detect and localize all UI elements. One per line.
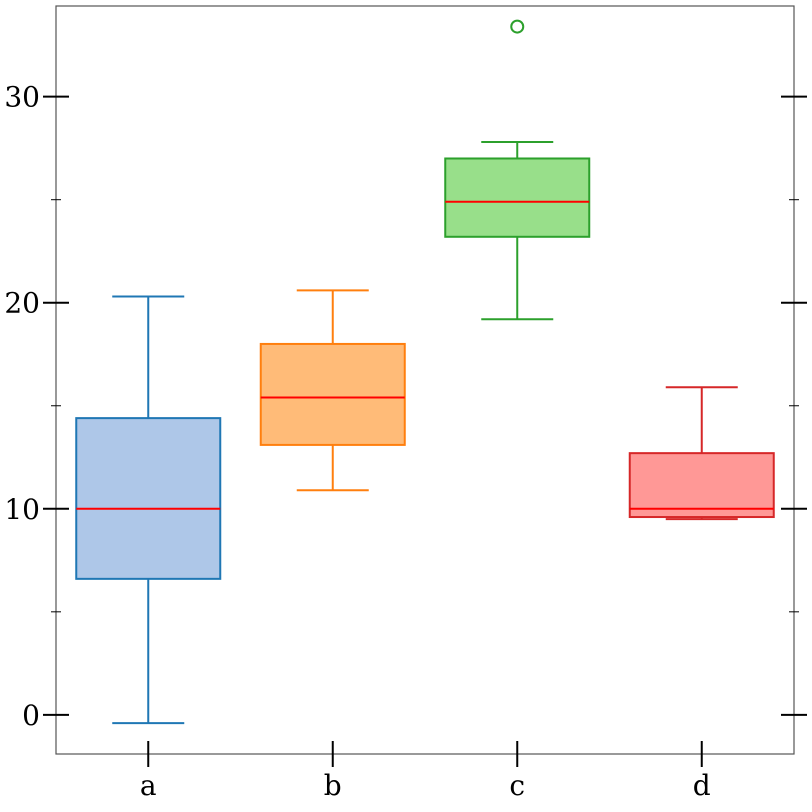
x-tick-label-d: d: [693, 769, 711, 802]
axes: 0 10 20 30 a b c d: [4, 81, 807, 802]
x-tick-label-a: a: [140, 769, 157, 802]
x-tick-label-c: c: [509, 769, 525, 802]
x-tick-label-b: b: [324, 769, 342, 802]
box-group-d: [628, 386, 775, 521]
box-group-a: [75, 295, 222, 725]
y-tick-label-0: 0: [22, 699, 40, 732]
box-group-c: [444, 19, 591, 321]
y-tick-label-20: 20: [4, 287, 40, 320]
outlier-point-c-0: [510, 19, 525, 34]
plot-frame: [55, 5, 795, 755]
y-tick-label-10: 10: [4, 493, 40, 526]
plot-area: [75, 19, 775, 725]
box-c: [444, 157, 591, 238]
y-tick-label-30: 30: [4, 81, 40, 114]
box-d: [628, 452, 775, 519]
box-group-b: [259, 289, 406, 492]
box-a: [75, 417, 222, 580]
box-b: [259, 342, 406, 446]
